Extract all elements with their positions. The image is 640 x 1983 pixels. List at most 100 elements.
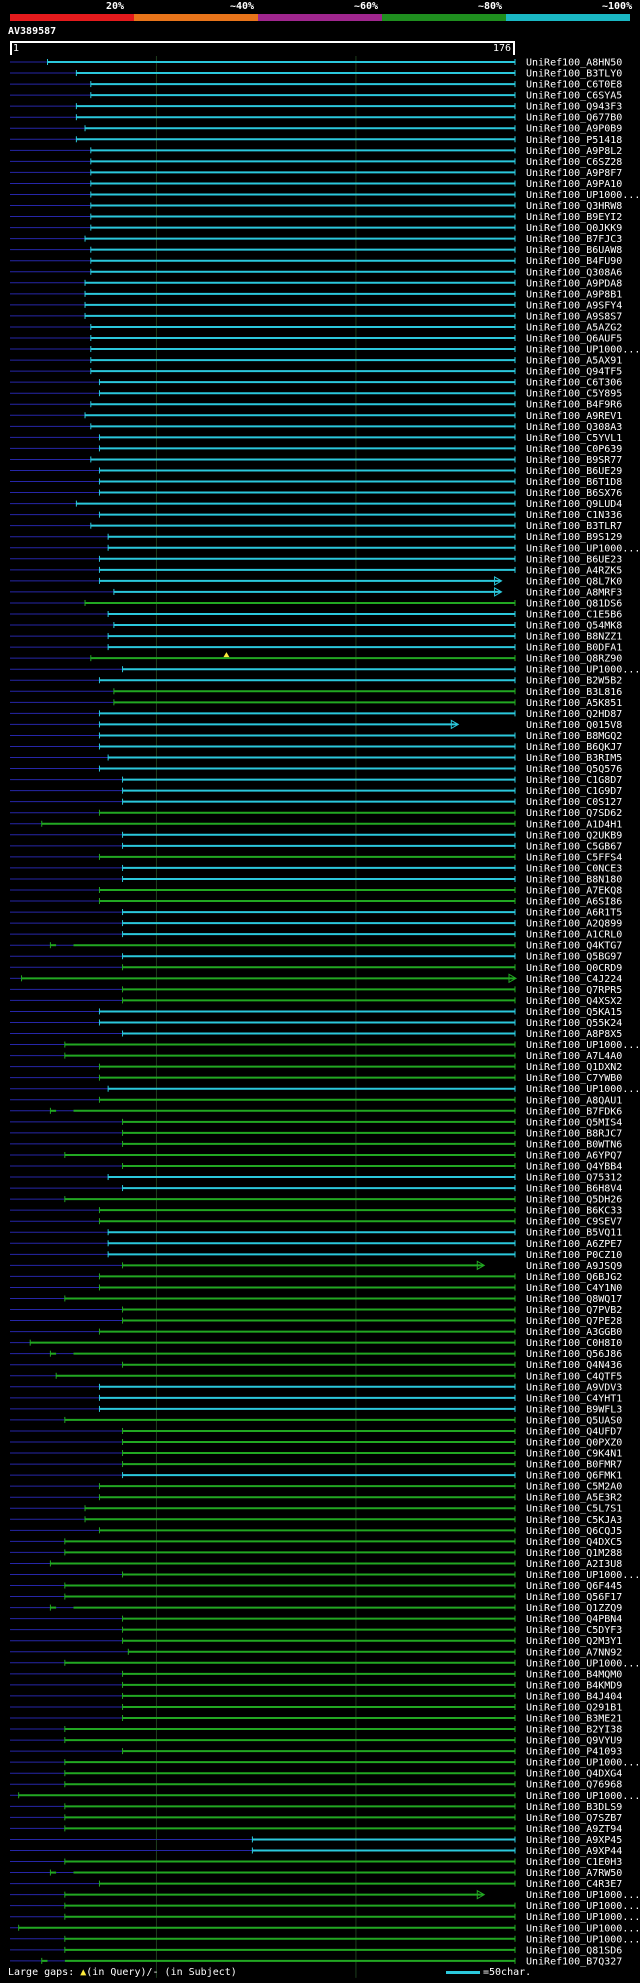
hit-label: UniRef100_C4R3E7 — [526, 1879, 622, 1890]
scale-segment — [258, 14, 382, 21]
hit-label: UniRef100_B4FU90 — [526, 256, 622, 267]
hit-label: UniRef100_UP1000... — [526, 1890, 640, 1901]
hit-label: UniRef100_UP1000... — [526, 1040, 640, 1051]
hit-label: UniRef100_Q943F3 — [526, 102, 622, 113]
hit-label: UniRef100_B9S129 — [526, 532, 622, 543]
ruler-end-label: 176 — [492, 43, 511, 54]
gaps-subject-text: - (in Subject) — [152, 1967, 237, 1978]
hit-label: UniRef100_A9VDV3 — [526, 1382, 622, 1393]
hit-label: UniRef100_B9EYI2 — [526, 212, 622, 223]
hit-label: UniRef100_C6SYA5 — [526, 91, 622, 102]
hit-label: UniRef100_B3ME21 — [526, 1714, 622, 1725]
hit-label: UniRef100_C4QTF5 — [526, 1371, 622, 1382]
hit-label: UniRef100_C4Y1N0 — [526, 1283, 622, 1294]
query-gap-icon — [223, 652, 230, 658]
hit-label: UniRef100_Q4N436 — [526, 1360, 622, 1371]
hit-label: UniRef100_Q8WQ17 — [526, 1294, 622, 1305]
hit-label: UniRef100_B6UAW8 — [526, 245, 622, 256]
hit-label: UniRef100_UP1000... — [526, 345, 640, 356]
scale-segment — [10, 14, 134, 21]
hit-label: UniRef100_C5KJA3 — [526, 1515, 622, 1526]
scale-key-text: =50char. — [483, 1967, 532, 1978]
hit-label: UniRef100_Q7PVB2 — [526, 1305, 622, 1316]
scale-segment — [506, 14, 630, 21]
hit-label: UniRef100_Q5MIS4 — [526, 1117, 622, 1128]
hit-label: UniRef100_B8NZZ1 — [526, 632, 622, 643]
hit-label: UniRef100_A9XP44 — [526, 1846, 622, 1857]
hit-label: UniRef100_Q7RPR5 — [526, 985, 622, 996]
hit-label: UniRef100_A8QAU1 — [526, 1095, 622, 1106]
hit-label: UniRef100_Q76968 — [526, 1780, 622, 1791]
gaps-query-text: (in Query)/ — [86, 1967, 153, 1978]
hit-label: UniRef100_Q0PXZ0 — [526, 1438, 622, 1449]
query-id: AV389587 — [8, 26, 57, 37]
hit-label: UniRef100_Q5DH26 — [526, 1195, 622, 1206]
hit-label: UniRef100_Q8RZ90 — [526, 654, 622, 665]
hit-label: UniRef100_C1N336 — [526, 510, 622, 521]
hit-label: UniRef100_A9S8S7 — [526, 311, 622, 322]
hit-label: UniRef100_Q5BG97 — [526, 952, 622, 963]
hit-label: UniRef100_A6R1T5 — [526, 908, 622, 919]
hit-label: UniRef100_B7Q327 — [526, 1956, 622, 1967]
hit-label: UniRef100_B8RJC7 — [526, 1128, 622, 1139]
hit-label: UniRef100_A7NN92 — [526, 1647, 622, 1658]
hit-label: UniRef100_Q7SD62 — [526, 808, 622, 819]
hit-label: UniRef100_A7RW50 — [526, 1868, 622, 1879]
hit-label: UniRef100_UP1000... — [526, 190, 640, 201]
hit-label: UniRef100_Q6F445 — [526, 1581, 622, 1592]
hit-label: UniRef100_A5K851 — [526, 698, 622, 709]
hit-label: UniRef100_UP1000... — [526, 1791, 640, 1802]
hit-label: UniRef100_Q81DS6 — [526, 598, 622, 609]
hit-label: UniRef100_A5AZG2 — [526, 322, 622, 333]
hit-label: UniRef100_B2W5B2 — [526, 676, 622, 687]
hit-label: UniRef100_C7YWB0 — [526, 1073, 622, 1084]
hit-label: UniRef100_C5M2A0 — [526, 1482, 622, 1493]
hit-label: UniRef100_Q5UAS0 — [526, 1415, 622, 1426]
scale-tick-label: ~100% — [602, 1, 633, 12]
hit-label: UniRef100_Q0CRD9 — [526, 963, 622, 974]
hit-label: UniRef100_A8HN50 — [526, 58, 622, 69]
hit-label: UniRef100_P41093 — [526, 1747, 622, 1758]
hit-label: UniRef100_A6ZPE7 — [526, 1239, 622, 1250]
hit-label: UniRef100_UP1000... — [526, 1901, 640, 1912]
hit-label: UniRef100_UP1000... — [526, 1570, 640, 1581]
hit-label: UniRef100_UP1000... — [526, 1084, 640, 1095]
hit-label: UniRef100_C5YVL1 — [526, 433, 622, 444]
hit-label: UniRef100_B5VQ11 — [526, 1228, 622, 1239]
hit-label: UniRef100_C0P639 — [526, 444, 622, 455]
hit-label: UniRef100_A3GGB0 — [526, 1327, 622, 1338]
ruler-start-label: 1 — [13, 43, 20, 54]
hit-label: UniRef100_UP1000... — [526, 665, 640, 676]
hit-label: UniRef100_B6H8V4 — [526, 1184, 622, 1195]
scale-tick-label: ~60% — [354, 1, 379, 12]
hit-label: UniRef100_Q9VYU9 — [526, 1736, 622, 1747]
hit-label: UniRef100_Q5Q576 — [526, 764, 622, 775]
hit-label: UniRef100_Q3HRW8 — [526, 201, 622, 212]
hit-label: UniRef100_C6SZ28 — [526, 157, 622, 168]
hit-label: UniRef100_Q1M288 — [526, 1548, 622, 1559]
hit-label: UniRef100_Q6FMK1 — [526, 1471, 622, 1482]
hit-label: UniRef100_C5FFS4 — [526, 852, 622, 863]
hit-label: UniRef100_Q4DXG4 — [526, 1769, 622, 1780]
hit-label: UniRef100_A9P8B1 — [526, 289, 622, 300]
hit-label: UniRef100_B4F9R6 — [526, 400, 622, 411]
hit-label: UniRef100_Q9LUD4 — [526, 499, 622, 510]
hit-arrow-end — [494, 576, 503, 586]
hit-label: UniRef100_B3L816 — [526, 687, 622, 698]
hit-label: UniRef100_A8P8X5 — [526, 1029, 622, 1040]
hit-label: UniRef100_Q81SD6 — [526, 1945, 622, 1956]
query-gap-icon: ▲ — [80, 1967, 87, 1978]
hit-label: UniRef100_Q94TF5 — [526, 367, 622, 378]
hit-arrow-end — [508, 973, 518, 984]
hit-label: UniRef100_A9SFY4 — [526, 300, 622, 311]
hit-label: UniRef100_A8MRF3 — [526, 587, 622, 598]
hit-label: UniRef100_C1E0H3 — [526, 1857, 622, 1868]
hit-label: UniRef100_Q6CQJ5 — [526, 1526, 622, 1537]
hit-label: UniRef100_Q54MK8 — [526, 621, 622, 632]
query-ruler: 1 176 — [10, 41, 515, 55]
scale-segment — [134, 14, 258, 21]
hit-label: UniRef100_B2YI38 — [526, 1725, 622, 1736]
hit-label: UniRef100_B3DLS9 — [526, 1802, 622, 1813]
hit-label: UniRef100_A9REV1 — [526, 411, 622, 422]
hit-label: UniRef100_Q4KTG7 — [526, 941, 622, 952]
